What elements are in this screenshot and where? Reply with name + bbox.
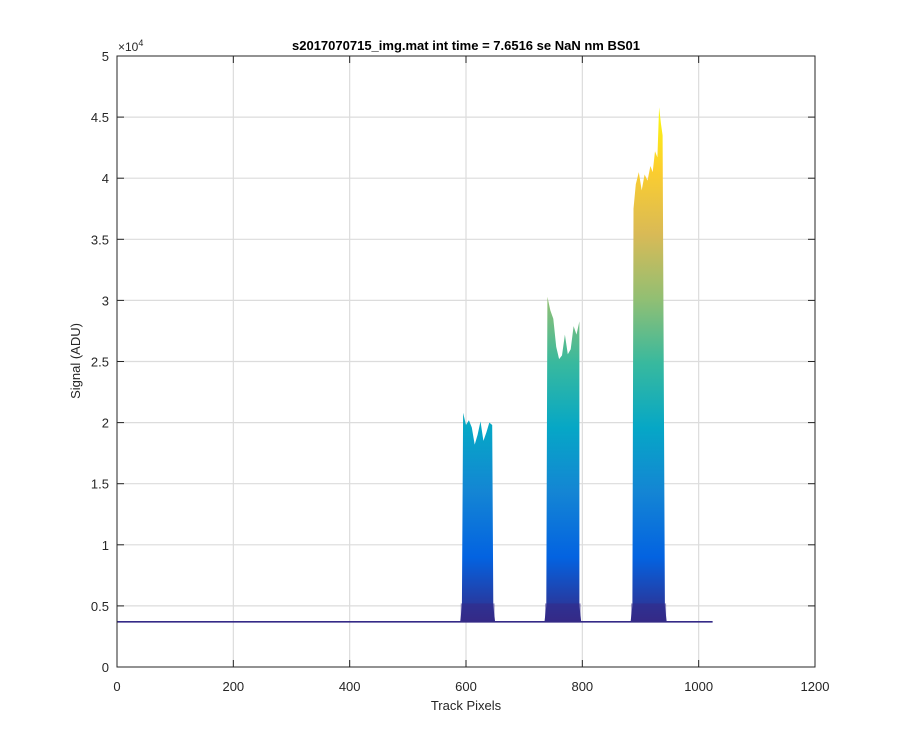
x-axis-label: Track Pixels	[431, 698, 502, 713]
y-tick-label: 2	[102, 416, 109, 431]
x-tick-label: 1200	[801, 679, 830, 694]
x-tick-label: 400	[339, 679, 361, 694]
y-tick-label: 2.5	[91, 355, 109, 370]
y-tick-label: 0	[102, 660, 109, 675]
y-tick-label: 3	[102, 293, 109, 308]
x-tick-label: 600	[455, 679, 477, 694]
y-tick-label: 4.5	[91, 110, 109, 125]
y-tick-label: 0.5	[91, 599, 109, 614]
y-ticks: 0 0.5 1 1.5 2 2.5 3 3.5 4 4.5 5	[91, 49, 815, 675]
x-ticks: 0 200 400 600 800 1000 1200	[113, 56, 829, 694]
peak-1	[460, 412, 496, 622]
x-tick-label: 200	[222, 679, 244, 694]
peak-1-base	[460, 603, 495, 622]
peak-2	[544, 296, 582, 622]
signal-area	[117, 107, 713, 623]
peak-2-base	[545, 603, 581, 622]
y-tick-label: 5	[102, 49, 109, 64]
y-tick-label: 1	[102, 538, 109, 553]
y-tick-label: 3.5	[91, 232, 109, 247]
peak-3-base	[631, 603, 667, 622]
y-exponent-label: ×104	[118, 38, 143, 54]
grid	[117, 56, 815, 667]
y-tick-label: 1.5	[91, 477, 109, 492]
y-tick-label: 4	[102, 171, 109, 186]
y-axis-label: Signal (ADU)	[68, 323, 83, 399]
chart-title: s2017070715_img.mat int time = 7.6516 se…	[292, 38, 640, 53]
x-tick-label: 0	[113, 679, 120, 694]
x-tick-label: 1000	[684, 679, 713, 694]
x-tick-label: 800	[571, 679, 593, 694]
peak-3	[630, 107, 667, 622]
